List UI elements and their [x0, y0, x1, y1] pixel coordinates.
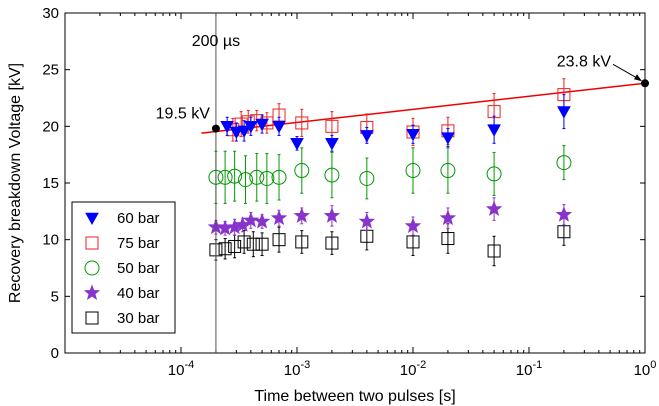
legend-marker — [85, 212, 99, 226]
point-30-bar — [255, 237, 269, 251]
y-tick-label: 30 — [42, 5, 59, 22]
point-40-bar — [358, 212, 376, 229]
point-50-bar — [294, 163, 310, 179]
point-40-bar — [485, 200, 503, 217]
point-40-bar — [404, 217, 422, 234]
point-30-bar — [246, 237, 260, 251]
point-50-bar — [359, 170, 375, 186]
legend-marker — [85, 311, 99, 325]
series-group — [207, 78, 573, 267]
y-tick-label: 20 — [42, 118, 59, 135]
y-tick-label: 0 — [51, 345, 59, 362]
point-50-bar — [259, 170, 275, 186]
point-50-bar — [271, 169, 287, 185]
point-40-bar — [242, 211, 260, 228]
x-tick-label: 10-4 — [168, 359, 194, 379]
point-30-bar — [218, 242, 232, 256]
legend-marker — [85, 236, 99, 250]
point-75-bar — [325, 119, 339, 133]
point-40-bar — [253, 212, 271, 229]
point-75-bar — [295, 116, 309, 130]
point-60-bar — [487, 124, 501, 137]
point-50-bar — [238, 172, 254, 188]
point-30-bar — [325, 236, 339, 250]
point-60-bar — [290, 138, 304, 151]
point-60-bar — [243, 121, 258, 134]
y-axis-title: Recovery breakdown Voltage [kV] — [7, 63, 24, 303]
y-tick-label: 15 — [42, 175, 59, 192]
point-50-bar — [227, 168, 243, 184]
legend: 60 bar 75 bar 50 bar 40 bar 30 bar — [71, 201, 176, 334]
point-30-bar — [487, 244, 501, 258]
annotations: 200 µs 19.5 kV 23.8 kV — [156, 13, 649, 353]
x-axis-ticks: 10-4 10-3 10-2 10-1 100 — [99, 13, 657, 379]
legend-marker — [84, 260, 100, 276]
point-50-bar — [324, 167, 340, 183]
point-60-bar — [406, 128, 420, 142]
point-40-bar — [439, 209, 457, 226]
y-tick-label: 25 — [42, 62, 59, 79]
legend-label: 30 bar — [117, 310, 160, 327]
key-point-label: 19.5 kV — [156, 106, 211, 123]
point-50-bar — [405, 163, 421, 179]
legend-box — [71, 201, 176, 334]
point-60-bar — [325, 138, 339, 151]
point-40-bar — [555, 206, 573, 222]
y-tick-label: 10 — [42, 232, 59, 249]
key-point-arrowhead — [634, 74, 642, 82]
point-60-bar — [255, 118, 269, 132]
point-60-bar — [557, 106, 571, 119]
legend-label: 60 bar — [117, 210, 160, 227]
point-30-bar — [237, 235, 251, 249]
x-tick-label: 10-2 — [400, 359, 426, 379]
key-point — [211, 124, 220, 133]
point-30-bar — [228, 239, 242, 253]
point-50-bar — [556, 155, 572, 171]
point-40-bar — [293, 207, 311, 223]
point-30-bar — [406, 235, 420, 249]
y-axis-ticks: 0 5 10 15 20 25 30 — [42, 5, 645, 362]
point-30-bar — [441, 232, 455, 246]
point-60-bar — [359, 130, 374, 143]
point-50-bar — [486, 166, 502, 182]
point-30-bar — [295, 235, 309, 249]
reference-line-label: 200 µs — [192, 33, 240, 50]
point-30-bar — [557, 225, 571, 239]
key-point-label: 23.8 kV — [557, 53, 612, 70]
point-60-bar — [229, 126, 244, 140]
key-point — [641, 79, 649, 88]
legend-label: 40 bar — [117, 285, 160, 302]
legend-marker — [83, 284, 101, 300]
x-tick-label: 100 — [634, 359, 657, 379]
point-60-bar — [272, 121, 286, 134]
legend-label: 75 bar — [117, 235, 160, 252]
x-axis-title: Time between two pulses [s] — [254, 388, 455, 405]
point-60-bar — [441, 132, 455, 145]
point-50-bar — [440, 163, 456, 179]
x-tick-label: 10-1 — [516, 359, 542, 379]
point-30-bar — [272, 233, 286, 247]
point-50-bar — [217, 169, 233, 185]
y-tick-label: 5 — [51, 288, 59, 305]
x-tick-label: 10-3 — [284, 359, 310, 379]
point-40-bar — [270, 209, 288, 226]
point-40-bar — [323, 207, 341, 223]
point-60-bar — [237, 125, 251, 138]
point-50-bar — [249, 169, 265, 185]
legend-label: 50 bar — [117, 260, 160, 277]
